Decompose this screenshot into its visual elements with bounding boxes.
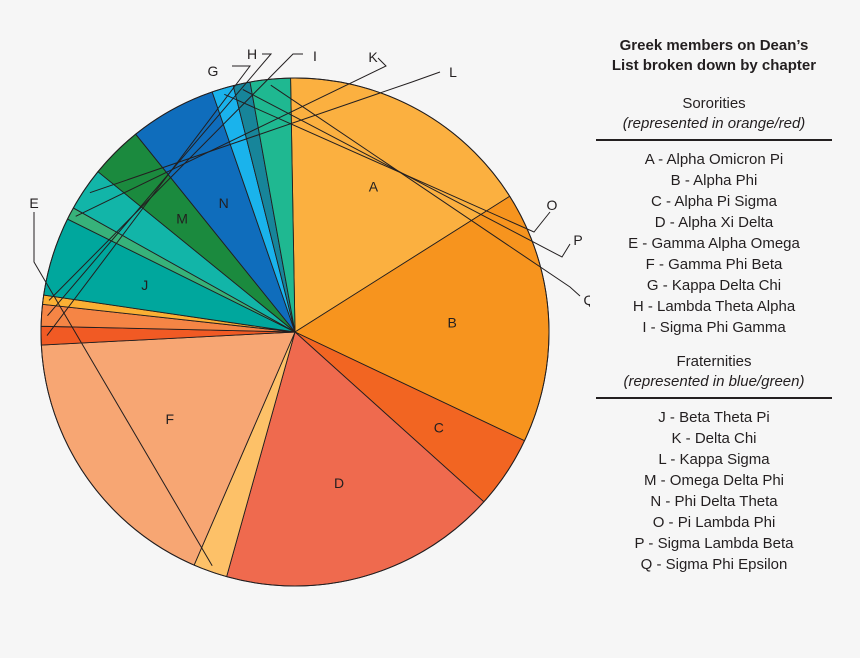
callout-line-o xyxy=(224,93,551,233)
callout-label-g: G xyxy=(208,63,219,79)
fraternities-note: (represented in blue/green) xyxy=(623,373,805,390)
fraternities-list: J - Beta Theta Pi K - Delta Chi L - Kapp… xyxy=(596,407,832,575)
sororities-divider xyxy=(596,139,832,141)
slice-label-c: C xyxy=(434,420,444,436)
callout-line-h xyxy=(47,53,273,317)
callout-line-l xyxy=(89,71,441,194)
legend-item-g: G - Kappa Delta Chi xyxy=(646,277,782,294)
callout-label-k: K xyxy=(368,49,378,65)
legend-item-k: K - Delta Chi xyxy=(671,430,757,447)
callout-label-q: Q xyxy=(584,292,590,308)
callout-line-k xyxy=(75,57,387,217)
legend-item-o: O - Pi Lambda Phi xyxy=(652,514,776,531)
legend-item-c: C - Alpha Pi Sigma xyxy=(651,193,777,210)
legend-item-l: L - Kappa Sigma xyxy=(658,451,770,468)
callout-label-p: P xyxy=(573,232,582,248)
slice-label-a: A xyxy=(369,179,379,195)
slice-label-d: D xyxy=(334,475,344,491)
sororities-heading: Sororities xyxy=(682,95,746,112)
slice-label-m: M xyxy=(176,211,188,227)
legend-item-a: A - Alpha Omicron Pi xyxy=(644,151,784,168)
legend-item-m: M - Omega Delta Phi xyxy=(643,472,785,489)
slice-label-j: J xyxy=(141,277,148,293)
pie-chart: A B C D F J M N E G H I K L O P Q xyxy=(29,46,590,587)
callout-line-i xyxy=(48,53,303,301)
chart-title: Greek members on Dean’s List broken down… xyxy=(596,36,832,76)
fraternities-section: Fraternities (represented in blue/green)… xyxy=(596,352,832,575)
callout-label-h: H xyxy=(247,46,257,62)
callout-line-e xyxy=(33,212,213,567)
callout-label-l: L xyxy=(449,64,457,80)
fraternities-divider xyxy=(596,397,832,399)
callout-label-i: I xyxy=(313,48,317,64)
legend-item-q: Q - Sigma Phi Epsilon xyxy=(640,556,788,573)
callout-label-o: O xyxy=(547,197,558,213)
callout-line-p xyxy=(242,89,571,258)
legend-item-f: F - Gamma Phi Beta xyxy=(645,256,783,273)
pie-outline xyxy=(40,77,550,587)
callout-line-g xyxy=(46,65,252,336)
chart-title-line-2: List broken down by chapter xyxy=(611,57,817,74)
callout-line-q xyxy=(270,84,581,297)
legend-item-d: D - Alpha Xi Delta xyxy=(654,214,774,231)
sororities-note: (represented in orange/red) xyxy=(622,115,806,132)
legend-item-j: J - Beta Theta Pi xyxy=(658,409,770,426)
legend-item-h: H - Lambda Theta Alpha xyxy=(632,298,796,315)
sororities-list: A - Alpha Omicron Pi B - Alpha Phi C - A… xyxy=(596,149,832,338)
legend-item-e: E - Gamma Alpha Omega xyxy=(628,235,800,252)
slice-label-f: F xyxy=(166,411,175,427)
callout-label-e: E xyxy=(29,195,38,211)
sororities-section: Sororities (represented in orange/red) A… xyxy=(596,94,832,338)
chart-title-line-1: Greek members on Dean’s xyxy=(619,37,809,54)
legend-item-i: I - Sigma Phi Gamma xyxy=(642,319,786,336)
legend-item-n: N - Phi Delta Theta xyxy=(650,493,778,510)
legend-panel: Greek members on Dean’s List broken down… xyxy=(596,36,832,575)
legend-item-b: B - Alpha Phi xyxy=(670,172,758,189)
slice-label-b: B xyxy=(448,315,457,331)
legend-item-p: P - Sigma Lambda Beta xyxy=(634,535,794,552)
slice-label-n: N xyxy=(219,195,229,211)
fraternities-heading: Fraternities xyxy=(676,353,752,370)
